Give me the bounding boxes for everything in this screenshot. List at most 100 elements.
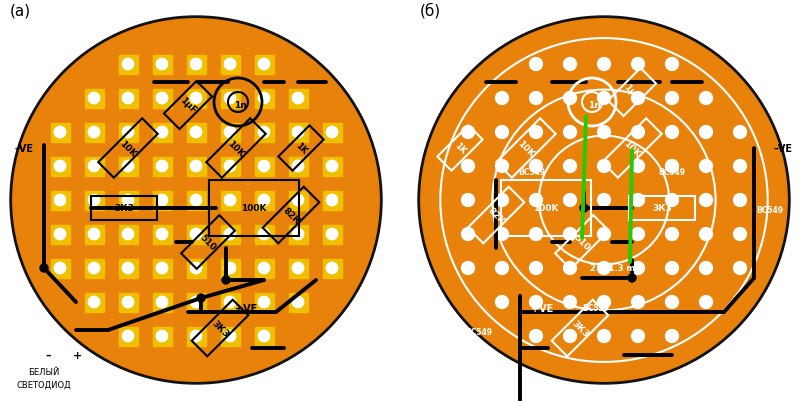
- Text: 100K: 100K: [534, 204, 558, 213]
- Circle shape: [122, 229, 134, 240]
- Circle shape: [631, 194, 645, 207]
- Circle shape: [326, 127, 338, 138]
- Bar: [221, 225, 239, 244]
- Bar: [98, 119, 158, 178]
- Circle shape: [156, 93, 168, 104]
- Bar: [91, 196, 157, 221]
- Circle shape: [258, 59, 270, 71]
- Circle shape: [631, 126, 645, 139]
- Bar: [322, 225, 342, 244]
- Circle shape: [224, 161, 236, 172]
- Circle shape: [224, 330, 236, 342]
- Circle shape: [495, 228, 509, 241]
- Bar: [254, 259, 274, 278]
- Bar: [322, 259, 342, 278]
- Bar: [50, 225, 70, 244]
- Circle shape: [631, 228, 645, 241]
- Bar: [85, 157, 103, 176]
- Bar: [221, 89, 239, 108]
- Circle shape: [326, 229, 338, 240]
- Circle shape: [88, 229, 100, 240]
- Text: BC559: BC559: [582, 304, 610, 313]
- Circle shape: [258, 93, 270, 104]
- Bar: [496, 119, 556, 178]
- Bar: [221, 327, 239, 346]
- Bar: [186, 89, 206, 108]
- Circle shape: [563, 92, 577, 105]
- Circle shape: [563, 194, 577, 207]
- Text: 1K: 1K: [294, 141, 309, 156]
- Bar: [289, 89, 307, 108]
- Circle shape: [224, 59, 236, 71]
- Circle shape: [122, 127, 134, 138]
- Circle shape: [699, 92, 713, 105]
- Circle shape: [631, 59, 645, 71]
- Circle shape: [190, 297, 202, 308]
- Circle shape: [292, 127, 304, 138]
- Bar: [181, 216, 235, 269]
- Text: –VE: –VE: [14, 144, 34, 154]
- Text: +: +: [74, 350, 82, 360]
- Circle shape: [258, 161, 270, 172]
- Text: (а): (а): [10, 3, 31, 18]
- Ellipse shape: [13, 20, 379, 381]
- Circle shape: [462, 228, 474, 241]
- Bar: [164, 82, 212, 130]
- Circle shape: [224, 297, 236, 308]
- Circle shape: [224, 263, 236, 274]
- Circle shape: [156, 263, 168, 274]
- Bar: [118, 225, 138, 244]
- Bar: [221, 293, 239, 312]
- Circle shape: [699, 194, 713, 207]
- Text: 1µF: 1µF: [622, 83, 642, 103]
- Bar: [209, 180, 299, 237]
- Circle shape: [88, 93, 100, 104]
- Text: 510: 510: [572, 233, 592, 252]
- Circle shape: [631, 330, 645, 342]
- Circle shape: [88, 161, 100, 172]
- Text: 82К: 82К: [281, 205, 302, 226]
- Circle shape: [734, 194, 746, 207]
- Text: –VE: –VE: [774, 144, 793, 154]
- Circle shape: [88, 195, 100, 206]
- Circle shape: [197, 294, 205, 302]
- Bar: [153, 327, 171, 346]
- Circle shape: [88, 127, 100, 138]
- Bar: [50, 157, 70, 176]
- Bar: [289, 191, 307, 210]
- Bar: [153, 89, 171, 108]
- Text: 1n: 1n: [588, 100, 600, 109]
- Text: 100K: 100K: [242, 204, 266, 213]
- Circle shape: [598, 126, 610, 139]
- Circle shape: [495, 92, 509, 105]
- Circle shape: [666, 330, 678, 342]
- Circle shape: [224, 127, 236, 138]
- Circle shape: [631, 92, 645, 105]
- Circle shape: [190, 263, 202, 274]
- Circle shape: [122, 195, 134, 206]
- Circle shape: [326, 195, 338, 206]
- Text: 1µF: 1µF: [178, 96, 198, 115]
- Bar: [186, 225, 206, 244]
- Bar: [289, 293, 307, 312]
- Circle shape: [666, 228, 678, 241]
- Text: 82К: 82К: [486, 205, 506, 226]
- Text: БЕЛЫЙ: БЕЛЫЙ: [28, 368, 60, 377]
- Circle shape: [54, 195, 66, 206]
- Bar: [118, 157, 138, 176]
- Bar: [555, 216, 609, 269]
- Circle shape: [598, 160, 610, 173]
- Bar: [50, 191, 70, 210]
- Circle shape: [563, 262, 577, 275]
- Bar: [186, 191, 206, 210]
- Circle shape: [190, 93, 202, 104]
- Bar: [85, 191, 103, 210]
- Circle shape: [224, 93, 236, 104]
- Circle shape: [699, 126, 713, 139]
- Text: СВЕТОДИОД: СВЕТОДИОД: [17, 380, 71, 389]
- Circle shape: [54, 263, 66, 274]
- Bar: [153, 55, 171, 74]
- Bar: [221, 191, 239, 210]
- Bar: [438, 126, 482, 171]
- Circle shape: [190, 195, 202, 206]
